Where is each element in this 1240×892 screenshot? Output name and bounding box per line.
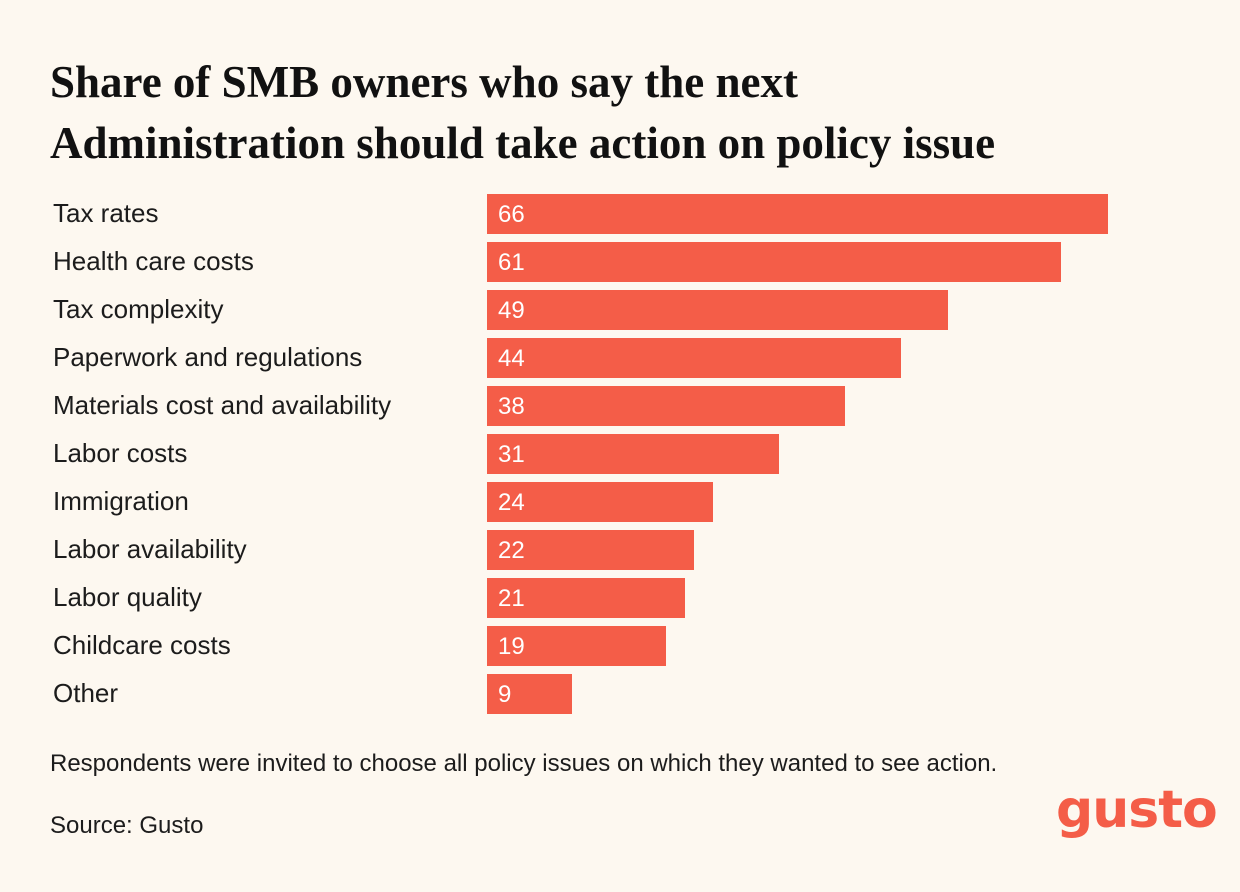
category-label-tax-rates: Tax rates	[53, 198, 159, 228]
value-label-labor-availability: 22	[498, 537, 525, 564]
bar-childcare-costs	[487, 626, 666, 666]
value-label-other: 9	[498, 681, 511, 708]
chart-title: Share of SMB owners who say the next Adm…	[50, 52, 1190, 174]
gusto-logo: gusto	[1056, 780, 1218, 840]
bar-health-care-costs	[487, 242, 1061, 282]
bar-labor-availability	[487, 530, 694, 570]
chart-title-line-1: Share of SMB owners who say the next	[50, 57, 798, 107]
chart-title-line-2: Administration should take action on pol…	[50, 118, 996, 168]
bar-labor-costs	[487, 434, 779, 474]
category-label-immigration: Immigration	[53, 486, 189, 516]
category-label-paperwork-and-regulations: Paperwork and regulations	[53, 342, 362, 372]
bar-paperwork-and-regulations	[487, 338, 901, 378]
bar-other	[487, 674, 572, 714]
category-label-materials-cost-and-availability: Materials cost and availability	[53, 390, 391, 420]
chart-source: Source: Gusto	[50, 812, 204, 839]
category-label-labor-costs: Labor costs	[53, 438, 187, 468]
value-label-tax-rates: 66	[498, 201, 525, 228]
value-label-paperwork-and-regulations: 44	[498, 345, 525, 372]
category-label-health-care-costs: Health care costs	[53, 246, 254, 276]
category-label-labor-quality: Labor quality	[53, 582, 202, 612]
value-label-materials-cost-and-availability: 38	[498, 393, 525, 420]
category-label-tax-complexity: Tax complexity	[53, 294, 224, 324]
chart-note: Respondents were invited to choose all p…	[50, 750, 998, 777]
category-label-other: Other	[53, 678, 118, 708]
value-label-immigration: 24	[498, 489, 525, 516]
value-label-childcare-costs: 19	[498, 633, 525, 660]
category-label-childcare-costs: Childcare costs	[53, 630, 231, 660]
bar-tax-complexity	[487, 290, 948, 330]
value-label-tax-complexity: 49	[498, 297, 525, 324]
value-label-health-care-costs: 61	[498, 249, 525, 276]
value-label-labor-quality: 21	[498, 585, 525, 612]
bar-immigration	[487, 482, 713, 522]
value-label-labor-costs: 31	[498, 441, 525, 468]
bar-materials-cost-and-availability	[487, 386, 845, 426]
bar-labor-quality	[487, 578, 685, 618]
bar-tax-rates	[487, 194, 1108, 234]
category-label-labor-availability: Labor availability	[53, 534, 247, 564]
